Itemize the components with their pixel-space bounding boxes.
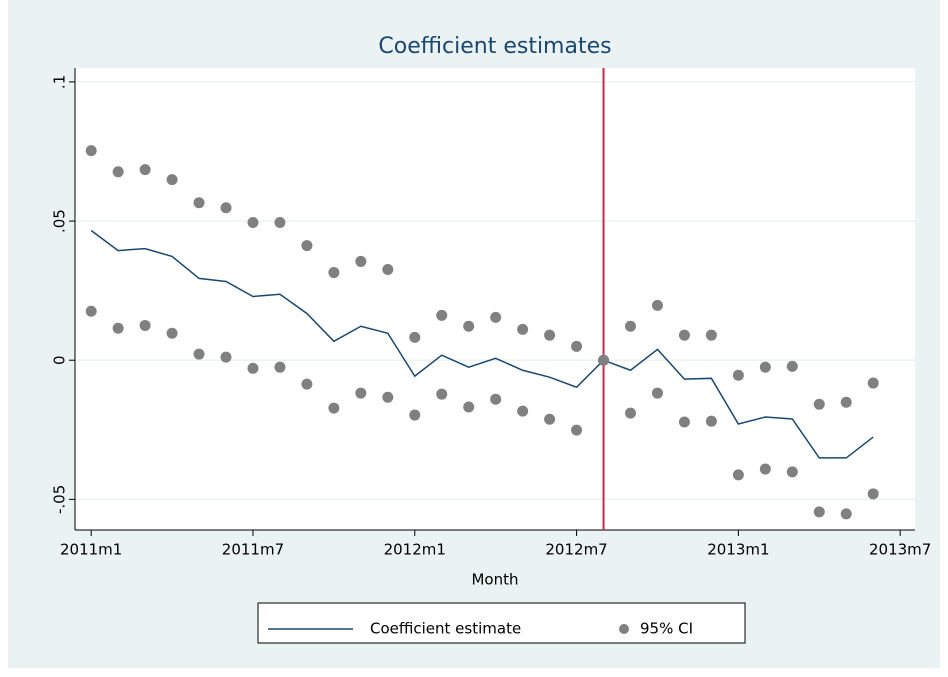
ci-point: [786, 466, 798, 478]
ci-point: [705, 415, 717, 427]
ci-point: [409, 331, 421, 343]
ci-point: [544, 329, 556, 341]
ci-point: [651, 299, 663, 311]
ci-point: [274, 216, 286, 228]
x-axis-label: Month: [471, 571, 518, 589]
ci-point: [328, 402, 340, 414]
ci-point: [139, 319, 151, 331]
x-tick-label: 2012m1: [384, 541, 446, 559]
x-tick-label: 2012m7: [545, 541, 607, 559]
legend: [257, 602, 746, 644]
ci-point: [463, 401, 475, 413]
ci-point: [678, 416, 690, 428]
legend-label: Coefficient estimate: [370, 620, 521, 638]
ci-point: [328, 267, 340, 279]
x-tick-label: 2011m7: [222, 541, 284, 559]
ci-point: [85, 305, 97, 317]
ci-point: [517, 405, 529, 417]
ci-point: [840, 396, 852, 408]
ci-point: [436, 309, 448, 321]
ci-point: [571, 340, 583, 352]
ci-point: [301, 240, 313, 252]
ci-point: [139, 164, 151, 176]
ci-point: [759, 463, 771, 475]
ci-point: [840, 508, 852, 520]
ci-point: [409, 409, 421, 421]
ci-point: [490, 311, 502, 323]
ci-point: [85, 145, 97, 157]
x-tick-label: 2013m1: [707, 541, 769, 559]
ci-point: [220, 202, 232, 214]
y-tick-label: 0: [51, 355, 69, 365]
ci-point: [786, 360, 798, 372]
ci-point: [301, 378, 313, 390]
ci-point: [678, 329, 690, 341]
ci-point: [274, 361, 286, 373]
y-tick-label: .05: [51, 209, 69, 233]
x-tick-label: 2011m1: [60, 541, 122, 559]
ci-point: [813, 398, 825, 410]
ci-point: [382, 263, 394, 275]
ci-point: [867, 377, 879, 389]
ci-point: [193, 348, 205, 360]
ci-point: [490, 393, 502, 405]
ci-point: [220, 351, 232, 363]
line-series: [90, 229, 874, 459]
ci-point: [112, 166, 124, 178]
legend-label: 95% CI: [640, 620, 693, 638]
ci-point: [382, 391, 394, 403]
ci-point: [813, 506, 825, 518]
ci-point: [571, 424, 583, 436]
ci-point: [517, 323, 529, 335]
ci-point: [355, 255, 367, 267]
ci-point: [598, 354, 610, 366]
ci-point: [166, 174, 178, 186]
ci-point: [463, 320, 475, 332]
ci-point: [651, 387, 663, 399]
ci-point: [355, 387, 367, 399]
ci-point: [166, 327, 178, 339]
ci-point: [705, 329, 717, 341]
ci-point: [544, 413, 556, 425]
ci-point: [625, 320, 637, 332]
x-tick-label: 2013m7: [869, 541, 931, 559]
ci-point: [193, 197, 205, 209]
legend-key: [619, 624, 629, 634]
plot-area: [75, 68, 915, 530]
ci-point: [759, 361, 771, 373]
ci-point: [625, 407, 637, 419]
ci-point: [732, 469, 744, 481]
ci-point: [867, 488, 879, 500]
y-tick-label: .1: [51, 75, 69, 89]
y-tick-label: -.05: [51, 485, 69, 514]
ci-point: [732, 369, 744, 381]
ci-point: [247, 216, 259, 228]
ci-point: [436, 388, 448, 400]
chart-title: Coefficient estimates: [378, 34, 611, 59]
ci-point: [112, 322, 124, 334]
ci-point: [247, 362, 259, 374]
